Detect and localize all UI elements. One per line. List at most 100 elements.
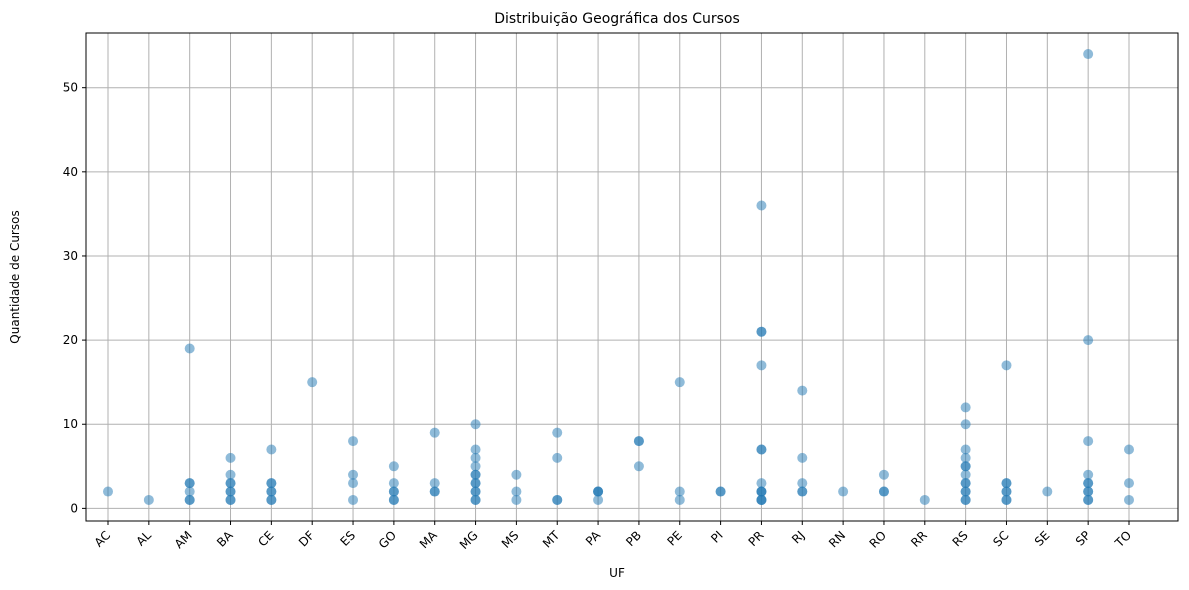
data-point <box>797 486 808 497</box>
data-point <box>184 486 195 497</box>
data-point <box>143 494 154 505</box>
data-point <box>756 494 767 505</box>
data-point <box>552 427 563 438</box>
data-point <box>756 360 767 371</box>
data-point <box>552 494 563 505</box>
data-point <box>225 452 236 463</box>
data-point <box>674 486 685 497</box>
data-point <box>266 444 277 455</box>
data-point <box>960 444 971 455</box>
y-tick-label: 30 <box>63 249 78 263</box>
data-point <box>1124 444 1134 455</box>
data-point <box>756 478 767 489</box>
data-point <box>470 478 481 489</box>
data-point <box>348 469 359 480</box>
data-point <box>960 469 971 480</box>
y-tick-label: 40 <box>63 165 78 179</box>
data-point <box>103 486 113 497</box>
plot-frame <box>85 32 1179 522</box>
data-point <box>225 494 236 505</box>
data-point <box>388 478 399 489</box>
data-point <box>960 452 971 463</box>
data-point <box>1083 494 1094 505</box>
data-point <box>1001 486 1012 497</box>
data-point <box>470 494 481 505</box>
data-point <box>960 478 971 489</box>
y-axis: 0 10 20 30 40 50 <box>63 81 86 515</box>
data-point <box>633 461 644 472</box>
data-point <box>756 326 767 337</box>
data-point <box>348 494 359 505</box>
y-tick-label: 10 <box>63 417 78 431</box>
data-point <box>756 200 767 211</box>
data-point <box>429 427 440 438</box>
data-point <box>388 486 399 497</box>
data-point <box>878 486 889 497</box>
data-point <box>960 461 971 472</box>
data-point <box>919 494 930 505</box>
data-point <box>1124 494 1134 505</box>
data-point <box>633 436 644 447</box>
grid <box>86 33 1178 521</box>
data-point <box>470 469 481 480</box>
data-point <box>184 343 195 354</box>
data-point <box>470 486 481 497</box>
data-point <box>1083 478 1094 489</box>
data-point <box>266 486 277 497</box>
data-point <box>593 486 604 497</box>
data-point <box>756 486 767 497</box>
data-point <box>960 402 971 413</box>
data-point <box>1083 486 1094 497</box>
data-point <box>225 469 236 480</box>
data-point <box>348 478 359 489</box>
data-point <box>470 419 481 430</box>
data-point <box>470 452 481 463</box>
data-point <box>838 486 849 497</box>
data-point <box>388 494 399 505</box>
data-point <box>225 486 236 497</box>
y-tick-label: 50 <box>63 81 78 95</box>
data-point <box>184 478 195 489</box>
data-point <box>1083 49 1094 60</box>
data-point <box>797 452 808 463</box>
data-point <box>1042 486 1053 497</box>
data-point <box>225 478 236 489</box>
data-point <box>511 494 522 505</box>
data-point <box>674 377 685 388</box>
data-point <box>470 444 481 455</box>
data-point <box>470 461 481 472</box>
data-point <box>715 486 726 497</box>
data-point <box>593 494 604 505</box>
y-tick-label: 0 <box>70 501 78 515</box>
data-point <box>266 494 277 505</box>
data-point <box>960 419 971 430</box>
data-points <box>103 49 1134 505</box>
data-point <box>511 486 522 497</box>
data-point <box>1083 335 1094 346</box>
data-point <box>1001 494 1012 505</box>
data-point <box>429 486 440 497</box>
data-point <box>797 478 808 489</box>
data-point <box>429 478 440 489</box>
data-point <box>307 377 318 388</box>
data-point <box>878 469 889 480</box>
data-point <box>756 444 767 455</box>
data-point <box>1001 478 1012 489</box>
data-point <box>388 461 399 472</box>
data-point <box>1001 360 1012 371</box>
y-axis-title: Quantidade de Cursos <box>8 210 22 343</box>
data-point <box>797 385 808 396</box>
y-tick-label: 20 <box>63 333 78 347</box>
data-point <box>266 478 277 489</box>
data-point <box>960 494 971 505</box>
data-point <box>1083 469 1094 480</box>
data-point <box>348 436 359 447</box>
data-point <box>960 486 971 497</box>
x-axis-title: UF <box>609 566 625 580</box>
data-point <box>511 469 522 480</box>
data-point <box>674 494 685 505</box>
data-point <box>1083 436 1094 447</box>
data-point <box>1124 478 1134 489</box>
data-point <box>552 452 563 463</box>
